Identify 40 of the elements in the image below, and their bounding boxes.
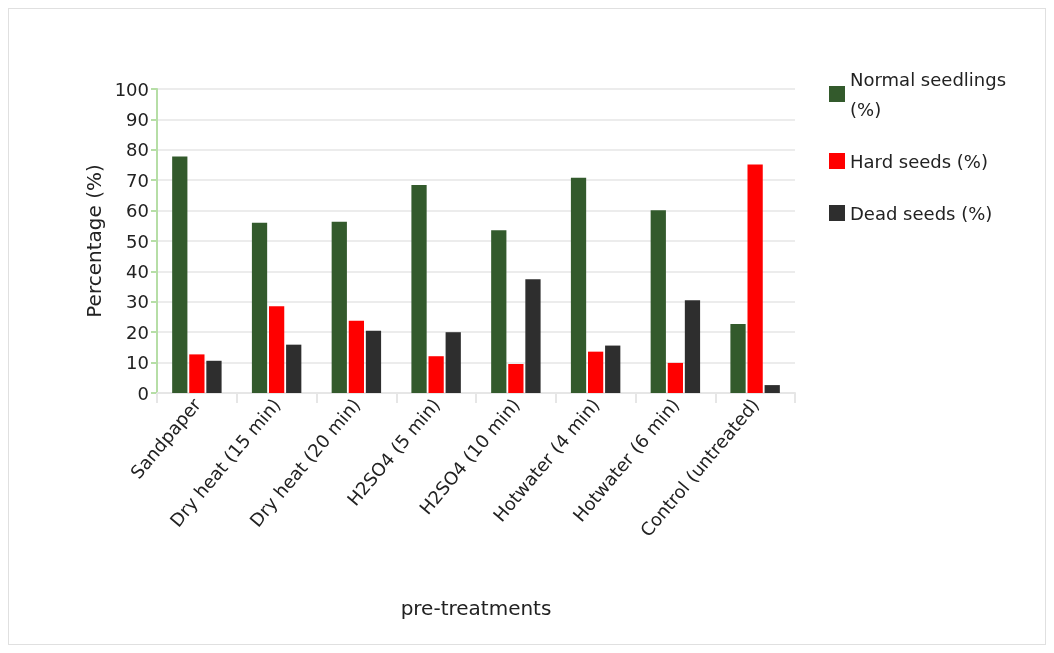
bar [605,345,621,393]
bar [730,323,746,393]
y-tick-label: 70 [126,169,149,191]
bar [189,354,205,393]
bar [650,210,666,393]
y-tick-label: 10 [126,352,149,374]
bar [365,330,382,393]
bar [411,185,427,393]
legend-label: Hard seeds (%) [850,150,988,172]
bar [764,385,780,393]
bar [747,164,763,393]
y-tick-label: 0 [137,382,149,404]
bar [525,279,541,393]
y-tick-label: 20 [126,321,149,343]
bar [491,230,507,393]
bar [286,344,302,393]
bar [684,300,701,393]
y-axis-title: Percentage (%) [81,164,106,318]
y-tick-label: 40 [126,260,149,282]
bar [445,332,461,393]
bar [268,306,285,393]
y-tick-label: 30 [126,291,149,313]
y-tick-label: 60 [126,200,149,222]
bar [570,177,587,393]
legend-label: Normal seedlings (%) [850,68,1012,120]
y-tick-label: 90 [126,108,149,130]
bar [172,156,188,393]
bar [348,320,365,393]
bar [587,351,604,393]
y-tick-label: 50 [126,230,149,252]
y-tick-label: 80 [126,139,149,161]
x-axis-title: pre-treatments [400,596,552,620]
bar [331,221,347,393]
y-tick-label: 100 [114,78,149,100]
legend-label: Dead seeds (%) [850,202,993,224]
bar [206,360,222,393]
bar [428,356,444,393]
bar [667,362,684,393]
bar [508,364,524,393]
bar [251,222,268,393]
